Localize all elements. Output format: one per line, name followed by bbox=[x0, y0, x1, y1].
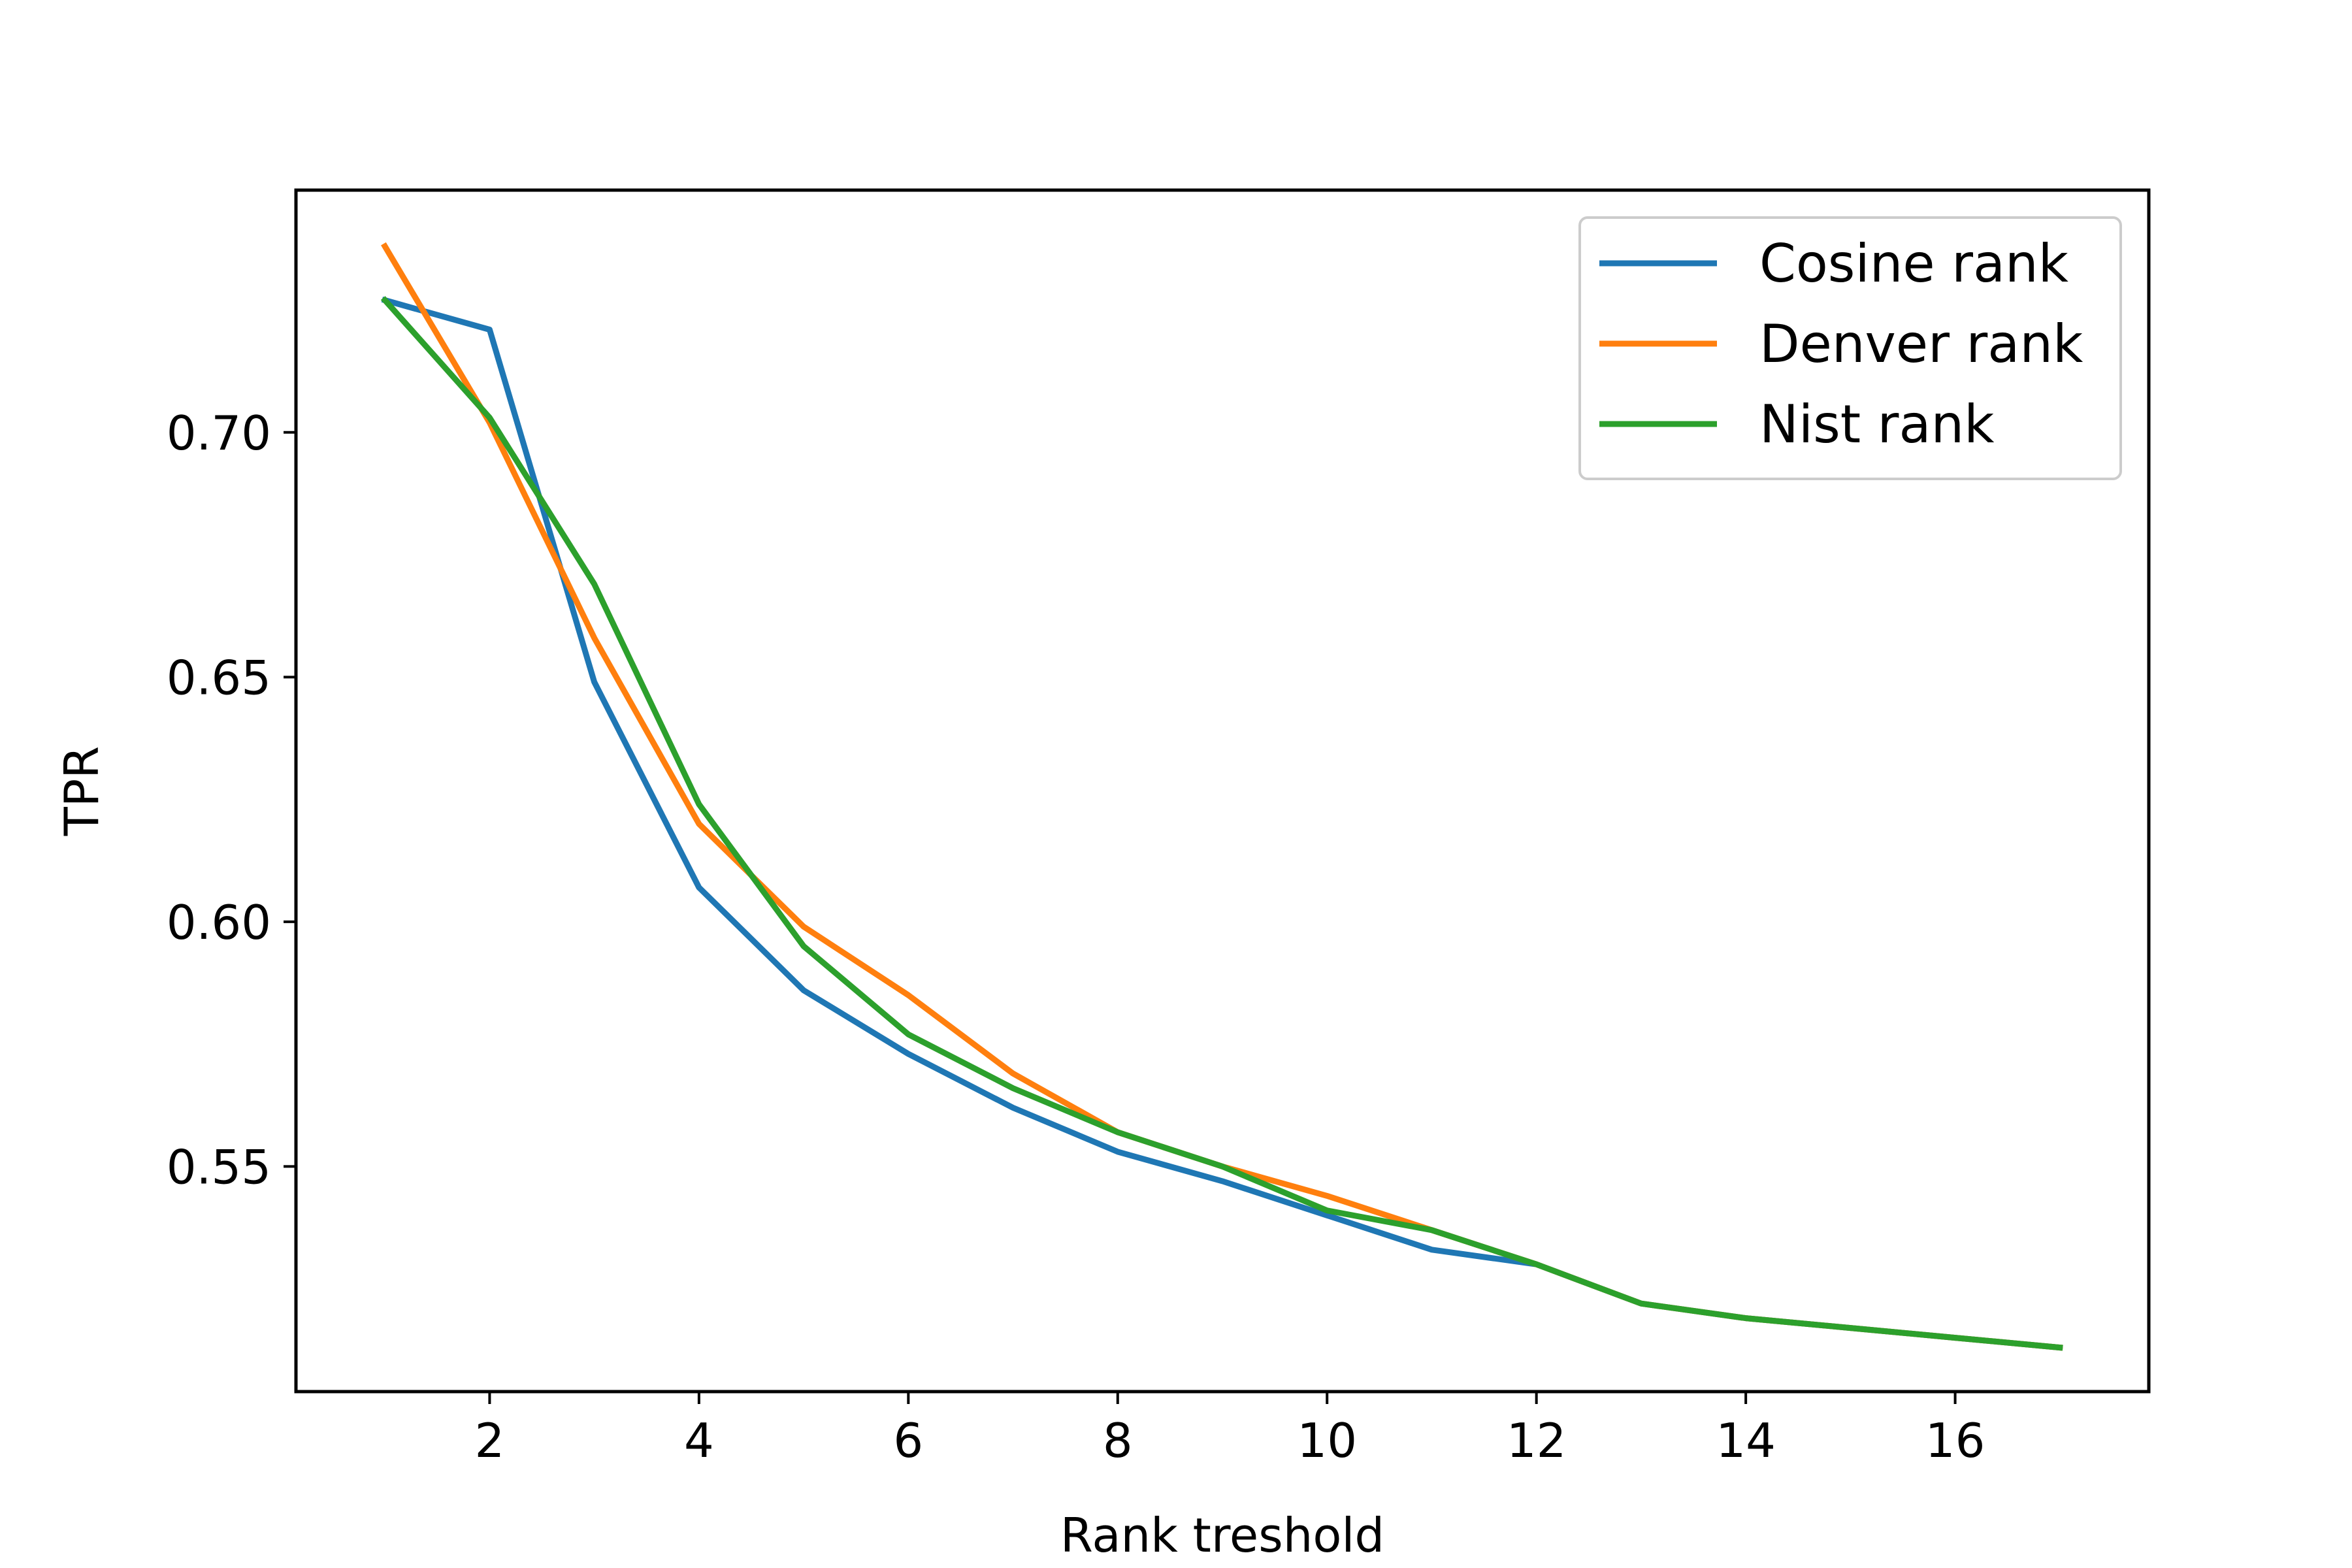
y-tick-label: 0.55 bbox=[167, 1139, 271, 1194]
x-axis-ticks: 2 4 6 8 10 12 14 16 bbox=[475, 1392, 1985, 1468]
x-tick-label: 6 bbox=[893, 1413, 923, 1468]
x-tick-label: 10 bbox=[1297, 1413, 1357, 1468]
y-tick-label: 0.60 bbox=[167, 895, 271, 950]
x-tick-label: 12 bbox=[1507, 1413, 1567, 1468]
legend-label: Denver rank bbox=[1759, 314, 2083, 374]
plot-lines bbox=[380, 242, 2063, 1351]
x-tick-label: 8 bbox=[1103, 1413, 1133, 1468]
y-tick-label: 0.65 bbox=[167, 650, 271, 705]
x-tick-label: 2 bbox=[475, 1413, 505, 1468]
legend-label: Cosine rank bbox=[1759, 233, 2069, 294]
y-axis-ticks: 0.55 0.60 0.65 0.70 bbox=[167, 406, 296, 1194]
x-tick-label: 14 bbox=[1716, 1413, 1776, 1468]
x-axis-label: Rank treshold bbox=[1060, 1508, 1384, 1563]
legend-box bbox=[1578, 216, 2122, 480]
legend: Cosine rank Denver rank Nist rank bbox=[1578, 216, 2122, 480]
x-tick-label: 4 bbox=[684, 1413, 714, 1468]
legend-label: Nist rank bbox=[1759, 394, 1995, 455]
series-line-2 bbox=[380, 296, 2063, 1351]
y-axis-label: TPR bbox=[54, 746, 109, 836]
plot-frame bbox=[294, 188, 2151, 1394]
y-tick-label: 0.70 bbox=[167, 406, 271, 461]
x-tick-label: 16 bbox=[1925, 1413, 1985, 1468]
